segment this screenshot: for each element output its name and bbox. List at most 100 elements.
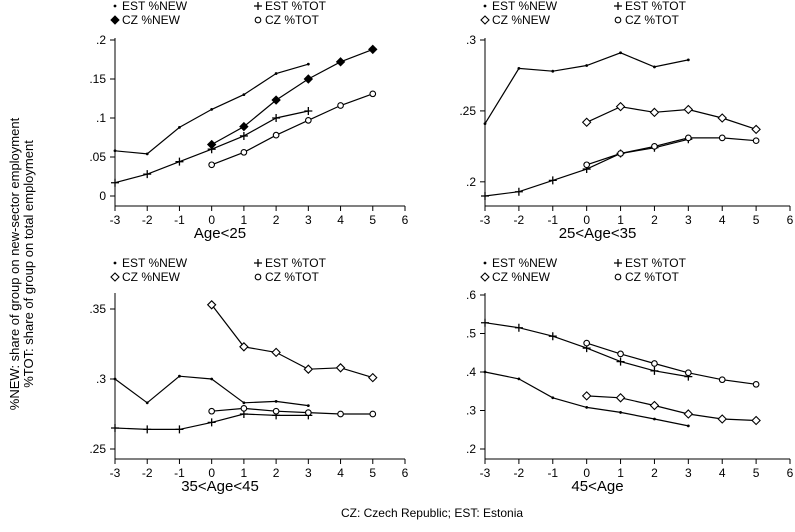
y-tick-label: .6 [466, 288, 476, 302]
panel-title: 25<Age<35 [559, 225, 637, 242]
legend-marker [113, 261, 117, 265]
y-tick-label: .25 [89, 442, 106, 456]
data-point [306, 404, 310, 407]
data-point [306, 62, 310, 66]
data-point [304, 106, 313, 115]
x-tick-label: 6 [402, 213, 409, 227]
x-tick-label: -1 [547, 213, 558, 227]
data-point [337, 410, 344, 418]
data-point [619, 411, 622, 414]
data-point [368, 372, 378, 383]
data-point [210, 377, 214, 381]
legend-label: CZ %TOT [265, 13, 319, 27]
x-tick-label: -2 [514, 213, 525, 227]
data-point [581, 391, 592, 401]
x-tick-label: -3 [480, 213, 491, 227]
series-line [211, 48, 374, 146]
data-point [239, 342, 249, 352]
y-tick-label: .05 [89, 150, 106, 164]
data-point [111, 178, 119, 187]
data-point [178, 125, 181, 129]
x-tick-label: 5 [369, 466, 376, 480]
data-point [242, 93, 246, 96]
legend-label: CZ %NEW [122, 13, 181, 27]
data-point [581, 117, 592, 128]
data-point [551, 396, 555, 400]
data-point [517, 377, 521, 381]
x-tick-label: 5 [753, 213, 760, 227]
data-point [145, 401, 149, 405]
legend-marker [614, 259, 622, 267]
panel-title: Age<25 [194, 225, 246, 242]
data-point [111, 424, 119, 432]
series-line [586, 342, 757, 385]
data-point [653, 417, 656, 421]
data-point [113, 377, 117, 381]
x-tick-label: 5 [753, 466, 760, 480]
data-point [718, 376, 726, 384]
data-point [649, 400, 660, 411]
x-tick-label: 1 [241, 466, 248, 480]
legend-marker [614, 16, 622, 24]
y-tick-label: 0 [99, 189, 106, 203]
data-point [239, 131, 248, 140]
x-tick-label: -3 [110, 213, 121, 227]
x-tick-label: 6 [787, 466, 794, 480]
legend-label: CZ %TOT [625, 13, 679, 27]
legend-label: CZ %NEW [492, 13, 551, 27]
x-tick-label: 0 [208, 213, 215, 227]
legend-label: EST %NEW [492, 0, 558, 13]
legend-marker [483, 261, 487, 265]
legend-label: EST %NEW [492, 256, 558, 270]
figure-caption: CZ: Czech Republic; EST: Estonia [341, 506, 523, 520]
data-point [178, 374, 181, 378]
y-tick-label: .1 [96, 111, 106, 125]
legend-label: EST %TOT [625, 0, 687, 13]
x-tick-label: -3 [480, 466, 491, 480]
data-point [514, 323, 523, 332]
x-tick-label: 2 [651, 213, 658, 227]
x-tick-label: 1 [617, 213, 624, 227]
data-point [206, 300, 217, 310]
data-point [551, 69, 555, 73]
data-point [175, 425, 184, 434]
panel-title: 45<Age [571, 478, 623, 495]
data-point [752, 137, 760, 145]
x-tick-label: -2 [142, 466, 153, 480]
legend-marker [254, 2, 262, 10]
legend-marker [113, 4, 117, 8]
y-tick-label: .5 [466, 327, 476, 341]
data-point [208, 161, 216, 169]
data-point [274, 400, 278, 403]
x-tick-label: -1 [547, 466, 558, 480]
data-point [548, 176, 557, 185]
data-point [271, 347, 281, 358]
data-point [718, 134, 726, 142]
data-point [335, 363, 346, 373]
x-tick-label: -1 [174, 466, 185, 480]
legend-marker [614, 273, 622, 281]
data-point [651, 360, 658, 367]
data-point [304, 116, 312, 124]
series-line [586, 395, 757, 422]
data-point [240, 405, 248, 412]
legend-label: CZ %NEW [492, 270, 551, 284]
legend-label: CZ %NEW [122, 270, 181, 284]
series-line [114, 375, 309, 407]
data-point [751, 124, 761, 135]
data-point [113, 149, 117, 153]
data-point [616, 357, 625, 366]
legend-marker [110, 272, 120, 282]
x-tick-label: -2 [514, 466, 525, 480]
x-tick-label: 0 [583, 466, 590, 480]
legend-marker [480, 272, 490, 282]
y-tick-label: .25 [459, 104, 476, 118]
y-tick-label: .4 [466, 365, 476, 379]
legend-label: CZ %TOT [625, 270, 679, 284]
data-point [653, 65, 656, 69]
x-tick-label: 2 [273, 213, 280, 227]
panel-2: .2 .25 .3 -3 -2 -1 0 1 2 3 4 5 6 25<Age<35 EST %NEW EST… [459, 0, 793, 242]
x-tick-label: 3 [305, 466, 312, 480]
data-point [583, 161, 591, 169]
